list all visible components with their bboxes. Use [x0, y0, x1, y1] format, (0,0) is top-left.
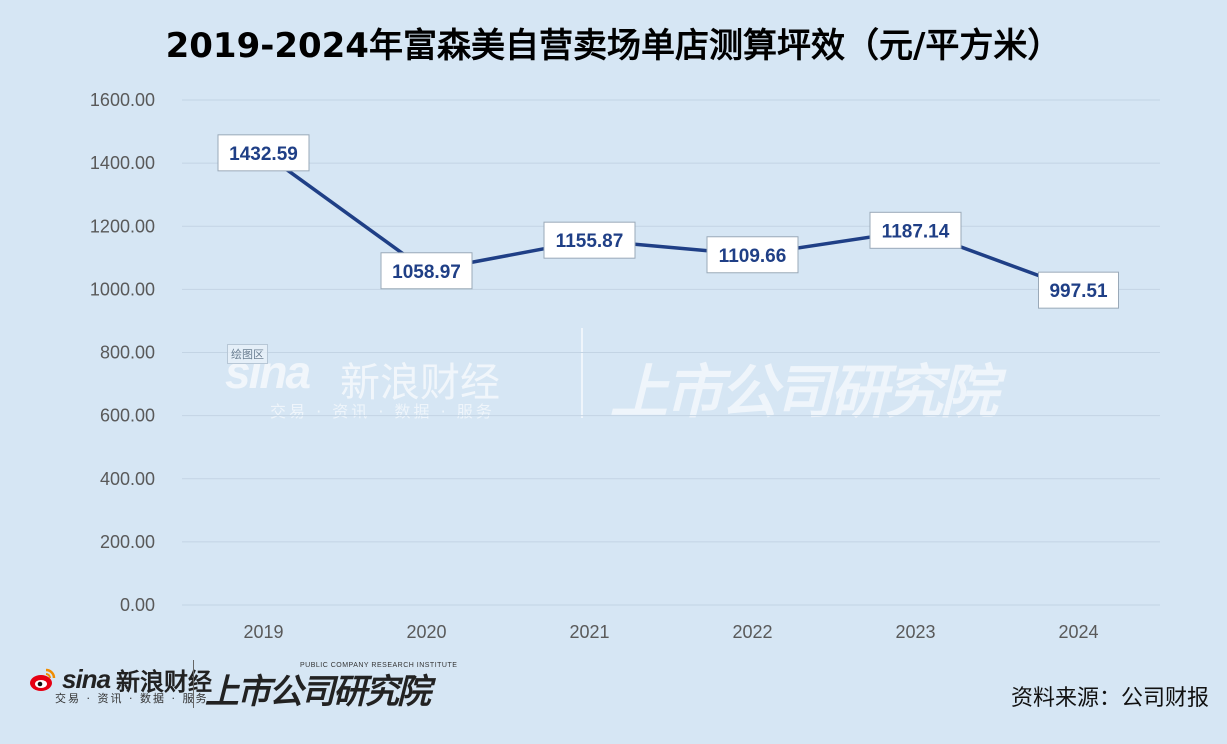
data-label-text: 1432.59 — [229, 144, 298, 165]
x-tick-label: 2023 — [895, 622, 935, 642]
y-tick-label: 600.00 — [100, 406, 155, 426]
y-tick-label: 1200.00 — [90, 216, 155, 236]
x-tick-label: 2024 — [1058, 622, 1098, 642]
data-label: 1432.59 — [217, 134, 310, 172]
data-label-box — [217, 134, 310, 172]
brand-divider — [193, 660, 194, 708]
sina-wordmark: sina — [62, 664, 111, 694]
data-label-text: 1187.14 — [882, 221, 950, 242]
data-label-box — [1038, 271, 1119, 309]
data-label-box — [380, 252, 473, 290]
y-tick-label: 200.00 — [100, 532, 155, 552]
y-axis-ticks: 0.00 200.00 400.00 600.00 800.00 1000.00 1200.… — [90, 90, 155, 615]
research-institute-logo: 上市公司研究院 — [205, 672, 431, 712]
y-tick-label: 800.00 — [100, 343, 155, 363]
x-axis-ticks: 2019 2020 2021 2022 2023 2024 — [243, 622, 1098, 642]
gridlines — [182, 99, 1160, 606]
data-label: 1109.66 — [706, 236, 799, 274]
sina-tagline: 交易 · 资讯 · 数据 · 服务 — [55, 692, 209, 705]
data-label: 997.51 — [1038, 271, 1119, 309]
data-label-box — [543, 221, 636, 259]
sina-finance-logo: sina 新浪财经 — [28, 662, 212, 697]
watermark-institute: 上市公司研究院 — [610, 358, 998, 426]
watermark-sina-name: 新浪财经 — [340, 360, 500, 406]
data-label-box — [706, 236, 799, 274]
data-label-text: 1155.87 — [556, 231, 624, 252]
y-tick-label: 0.00 — [120, 595, 155, 615]
source-note: 资料来源：公司财报 — [1010, 686, 1209, 711]
data-label: 1187.14 — [869, 211, 962, 249]
data-label-box — [869, 211, 962, 249]
y-tick-label: 1600.00 — [90, 90, 155, 110]
x-tick-label: 2021 — [569, 622, 609, 642]
watermark-sina-tagline: 交易 · 资讯 · 数据 · 服务 — [270, 402, 495, 421]
data-label-text: 1058.97 — [392, 262, 461, 283]
data-label: 1058.97 — [380, 252, 473, 290]
plot-area-label: 绘图区 — [227, 344, 268, 364]
x-tick-label: 2019 — [243, 622, 283, 642]
data-label: 1155.87 — [543, 221, 636, 259]
sina-finance-name: 新浪财经 — [116, 668, 213, 696]
x-tick-label: 2020 — [406, 622, 446, 642]
watermark-divider — [581, 328, 583, 418]
y-tick-label: 1000.00 — [90, 279, 155, 299]
line-chart: 0.00 200.00 400.00 600.00 800.00 1000.00 1200.… — [90, 90, 1160, 642]
data-label-text: 1109.66 — [719, 246, 787, 267]
sina-eye-icon — [30, 668, 56, 691]
data-label-text: 997.51 — [1049, 281, 1108, 302]
y-tick-label: 1400.00 — [90, 153, 155, 173]
x-tick-label: 2022 — [732, 622, 772, 642]
data-labels: 1432.59 1058.97 1155.87 1109.66 1187.14 997.5… — [217, 134, 1119, 309]
institute-english-name: PUBLIC COMPANY RESEARCH INSTITUTE — [300, 662, 458, 669]
chart-title: 2019-2024年富森美自营卖场单店测算坪效（元/平方米） — [165, 26, 1062, 66]
y-tick-label: 400.00 — [100, 469, 155, 489]
